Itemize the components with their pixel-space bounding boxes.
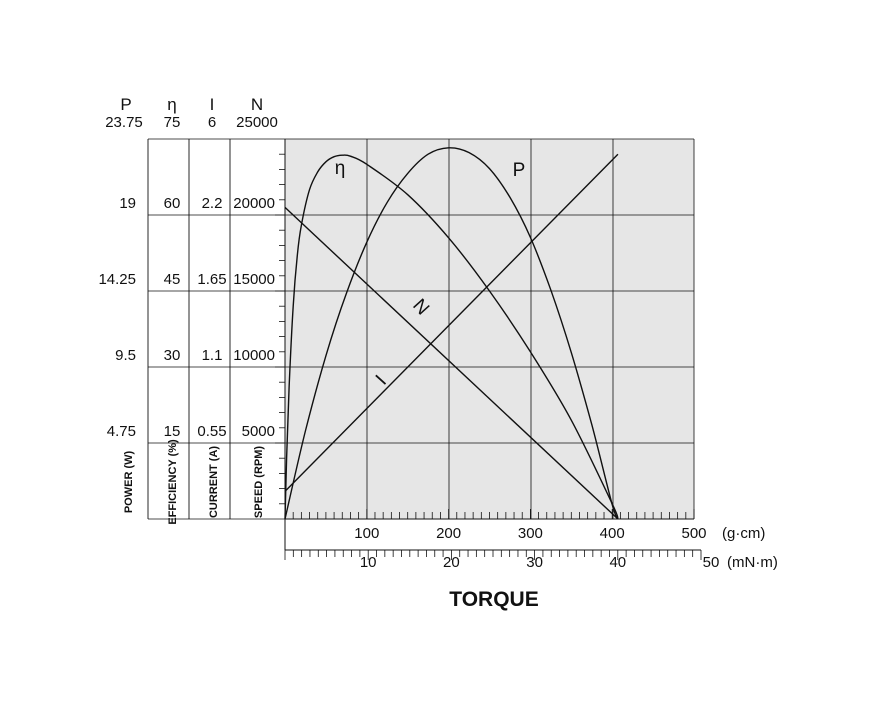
- y-axis-title-1: EFFICIENCY (%): [167, 439, 179, 525]
- mnm-tick-label: 30: [526, 554, 543, 571]
- series-line-eta: [284, 154, 619, 520]
- y-axis-title-0: POWER (W): [123, 451, 135, 514]
- axis-symbol-2: I: [210, 95, 215, 114]
- y-tick-label: 14.25: [98, 271, 136, 288]
- mnm-tick-label: 40: [609, 554, 626, 571]
- y-tick-label: 0.55: [197, 423, 226, 440]
- series-line-i: [284, 153, 619, 492]
- mnm-unit: (mN·m): [727, 554, 778, 571]
- y-tick-label: 1.1: [202, 347, 223, 364]
- left-axis-panel: P23.75 19 14.25 9.5 4.75 POWER (W) η75 60 45 30 15…: [98, 95, 286, 525]
- y-tick-label: 25000: [236, 114, 278, 131]
- gridlines: [148, 138, 695, 519]
- gcm-unit: (g·cm): [722, 525, 765, 542]
- y-tick-label: 20000: [233, 195, 275, 212]
- y-axis-title-3: SPEED (RPM): [253, 446, 265, 518]
- y-tick-label: 4.75: [107, 423, 136, 440]
- y-tick-label: 10000: [233, 347, 275, 364]
- gcm-tick-label: 100: [354, 525, 379, 542]
- series-label: P: [513, 160, 526, 181]
- y-tick-label: 1.65: [197, 271, 226, 288]
- series-line-p: [284, 147, 619, 520]
- y-tick-label: 19: [119, 195, 136, 212]
- y-tick-label: 6: [208, 114, 216, 131]
- y-tick-label: 2.2: [202, 195, 223, 212]
- gcm-tick-label: 300: [518, 525, 543, 542]
- y-tick-label: 75: [164, 114, 181, 131]
- series-label: η: [335, 158, 346, 179]
- series-line-n: [284, 206, 619, 520]
- x-axis-title: TORQUE: [449, 588, 538, 611]
- mnm-tick-label: 50: [703, 554, 720, 571]
- y-tick-label: 15000: [233, 271, 275, 288]
- y-tick-label: 45: [164, 271, 181, 288]
- gcm-tick-label: 500: [681, 525, 706, 542]
- gcm-tick-label: 200: [436, 525, 461, 542]
- torque-axes: 100 200 300 400 500 (g·cm) 10 20 30 40 50 (mN·m): [284, 509, 778, 571]
- mnm-tick-label: 10: [360, 554, 377, 571]
- axis-symbol-3: N: [251, 95, 263, 114]
- y-tick-label: 9.5: [115, 347, 136, 364]
- plot-area: [285, 139, 694, 519]
- y-tick-label: 5000: [242, 423, 275, 440]
- y-tick-label: 23.75: [105, 114, 143, 131]
- gcm-tick-label: 400: [600, 525, 625, 542]
- axis-symbol-0: P: [120, 95, 131, 114]
- y-axis-title-2: CURRENT (A): [208, 446, 220, 518]
- axis-symbol-1: η: [167, 95, 176, 114]
- mnm-tick-label: 20: [443, 554, 460, 571]
- y-tick-label: 15: [164, 423, 181, 440]
- y-tick-label: 60: [164, 195, 181, 212]
- y-tick-label: 30: [164, 347, 181, 364]
